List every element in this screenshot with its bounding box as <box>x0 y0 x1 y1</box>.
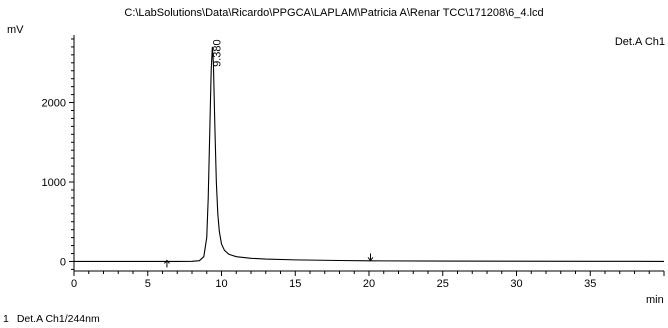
series-marks: 9.380 <box>74 39 665 268</box>
x-tick-label: 15 <box>289 278 301 290</box>
legend-series-label: Det.A Ch1 <box>614 36 665 48</box>
x-axis-label: min <box>646 294 664 306</box>
x-tick-label: 5 <box>145 278 151 290</box>
peak-label: 9.380 <box>211 39 223 67</box>
x-tick-label: 20 <box>363 278 375 290</box>
peak-table-index: 1 <box>3 313 9 325</box>
x-tick-label: 30 <box>510 278 522 290</box>
chart-title: C:\LabSolutions\Data\Ricardo\PPGCA\LAPLA… <box>124 7 544 19</box>
y-tick-label: 1000 <box>42 177 66 189</box>
x-tick-label: 25 <box>437 278 449 290</box>
integration-marker-arrowhead <box>164 259 170 264</box>
peak-table-label: Det.A Ch1/244nm <box>16 313 100 325</box>
y-tick-label: 2000 <box>42 98 66 110</box>
x-tick-label: 10 <box>215 278 227 290</box>
y-tick-label: 0 <box>60 256 66 268</box>
peak-table-row: 1 Det.A Ch1/244nm <box>3 313 108 325</box>
x-tick-label: 0 <box>71 278 77 290</box>
axes: 0 5 10 15 20 25 30 35 0 1000 2000 <box>42 35 665 290</box>
series-line <box>74 46 665 263</box>
integration-marker-arrowhead <box>367 257 374 262</box>
x-tick-label: 35 <box>584 278 596 290</box>
y-axis-label: mV <box>7 24 24 36</box>
